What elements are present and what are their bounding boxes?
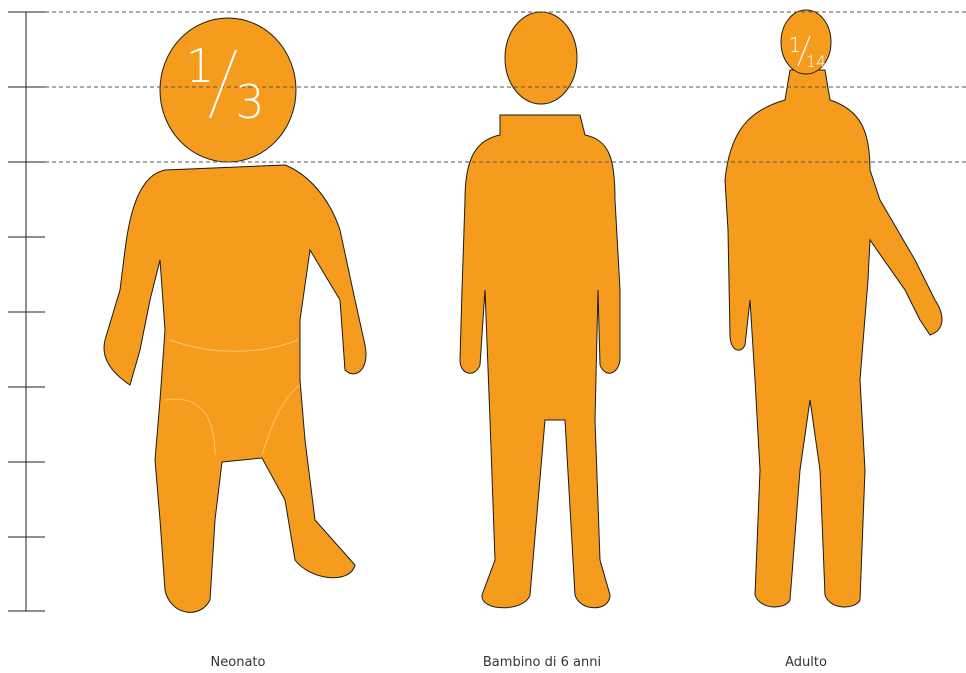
fraction-denominator: 3	[235, 75, 264, 129]
fraction-denominator: 14	[806, 52, 826, 71]
ruler	[8, 12, 45, 611]
body	[104, 165, 366, 612]
figure-label: Adulto	[785, 655, 827, 670]
body	[460, 115, 620, 608]
head	[160, 18, 296, 162]
diagram: 1 3 1 14 Neonato Bambino di 6 anni Adult…	[0, 0, 966, 673]
fraction-numerator: 1	[789, 33, 802, 57]
figure-label: Bambino di 6 anni	[483, 655, 601, 670]
head	[505, 12, 577, 104]
fraction-numerator: 1	[185, 39, 214, 93]
body	[725, 70, 942, 607]
bambino-silhouette	[460, 12, 620, 608]
adulto-silhouette	[725, 10, 942, 607]
figure-label: Neonato	[211, 655, 266, 670]
